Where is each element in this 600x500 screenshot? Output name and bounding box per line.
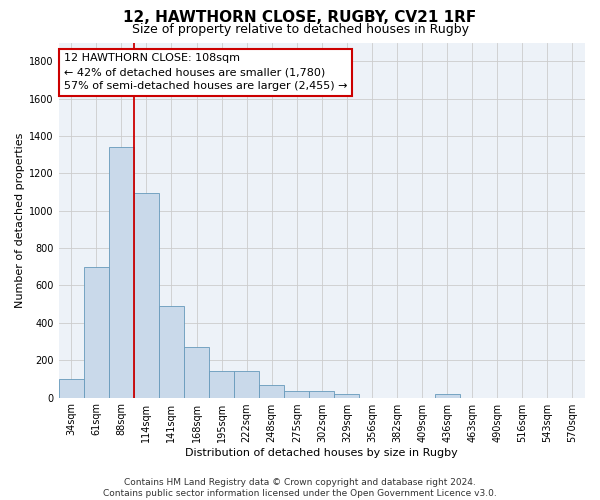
Bar <box>209 372 234 398</box>
Bar <box>434 394 460 398</box>
Bar <box>109 147 134 398</box>
Bar <box>234 372 259 398</box>
Bar <box>259 385 284 398</box>
Y-axis label: Number of detached properties: Number of detached properties <box>15 132 25 308</box>
Bar <box>309 391 334 398</box>
Bar <box>334 394 359 398</box>
Bar <box>159 306 184 398</box>
Bar <box>84 267 109 398</box>
Text: Contains HM Land Registry data © Crown copyright and database right 2024.
Contai: Contains HM Land Registry data © Crown c… <box>103 478 497 498</box>
Text: Size of property relative to detached houses in Rugby: Size of property relative to detached ho… <box>131 22 469 36</box>
Bar <box>284 391 309 398</box>
Bar <box>59 379 84 398</box>
X-axis label: Distribution of detached houses by size in Rugby: Distribution of detached houses by size … <box>185 448 458 458</box>
Text: 12, HAWTHORN CLOSE, RUGBY, CV21 1RF: 12, HAWTHORN CLOSE, RUGBY, CV21 1RF <box>124 10 476 25</box>
Bar <box>184 347 209 398</box>
Text: 12 HAWTHORN CLOSE: 108sqm
← 42% of detached houses are smaller (1,780)
57% of se: 12 HAWTHORN CLOSE: 108sqm ← 42% of detac… <box>64 53 347 91</box>
Bar <box>134 193 159 398</box>
